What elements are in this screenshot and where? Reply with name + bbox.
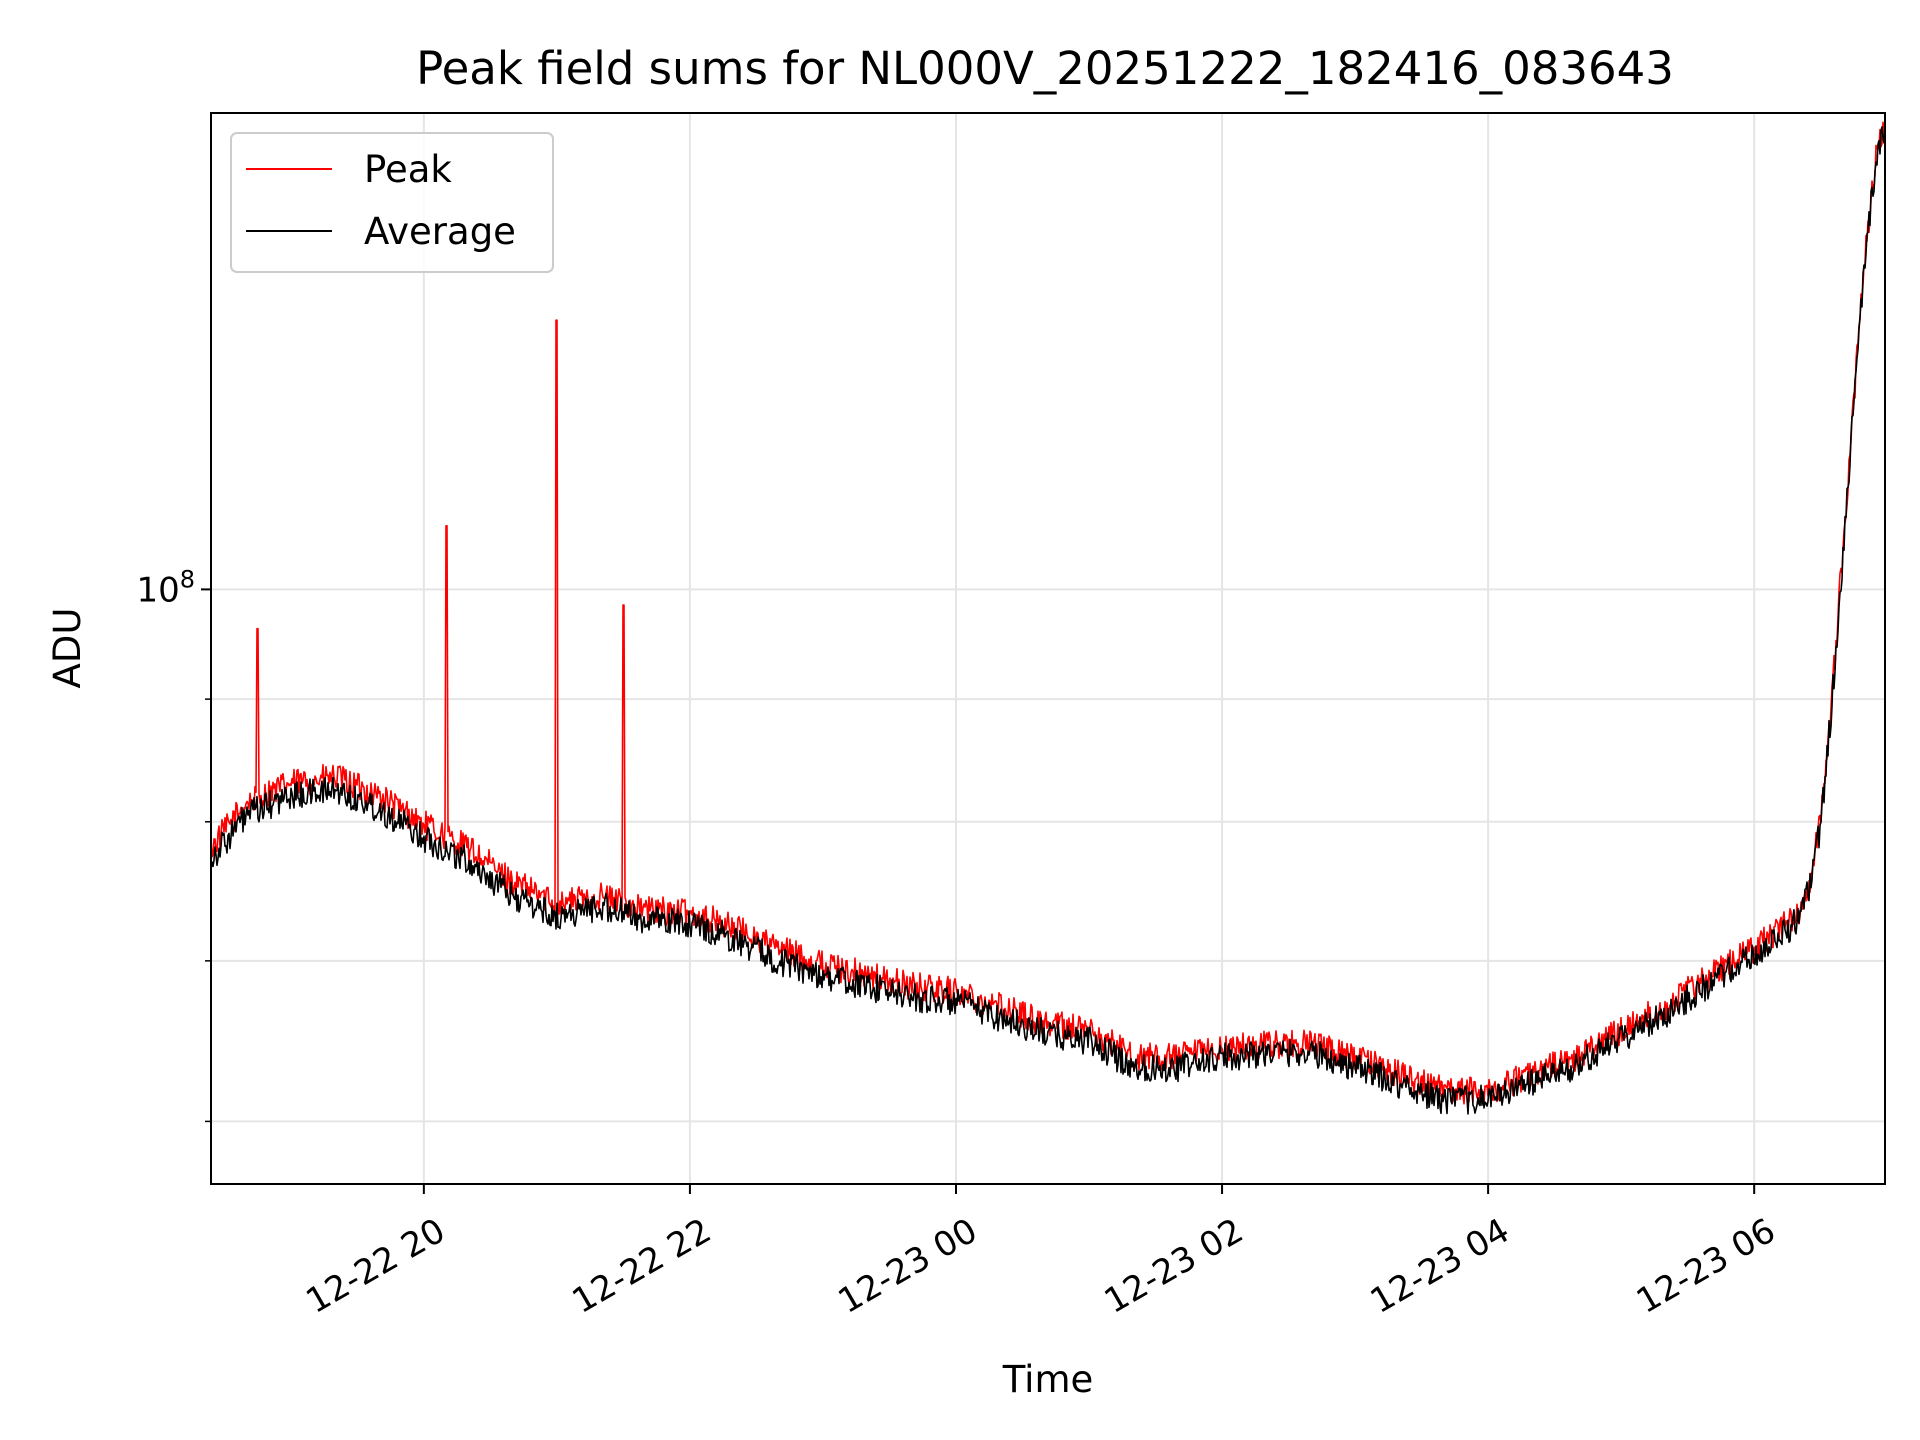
plot-frame (210, 112, 1886, 1185)
x-axis-label: Time (1002, 1358, 1094, 1401)
grid-lines (211, 113, 1885, 1184)
legend-box (230, 132, 554, 273)
legend: Peak Average (230, 132, 554, 273)
legend-label-average: Average (364, 210, 516, 253)
y-axis-label: ADU (46, 608, 89, 689)
series-lines (210, 121, 1886, 1115)
series-line-average (210, 126, 1886, 1115)
legend-label-peak: Peak (364, 148, 452, 191)
y-tick-label: 108 (136, 565, 195, 610)
chart-title: Peak field sums for NL000V_20251222_1824… (416, 42, 1674, 95)
series-line-peak (210, 121, 1886, 1106)
